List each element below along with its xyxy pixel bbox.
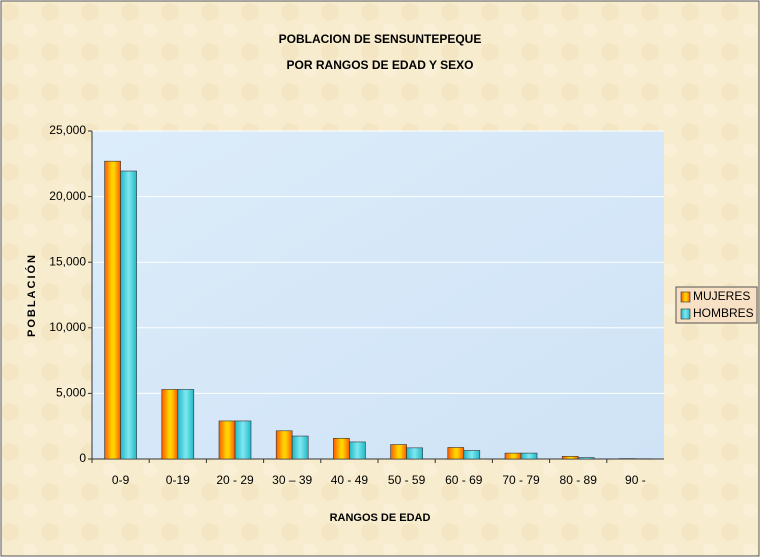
y-tick-label: 15,000	[49, 254, 86, 268]
x-tick-label: 0-9	[112, 473, 130, 487]
y-tick-label: 10,000	[49, 320, 86, 334]
y-tick-label: 20,000	[49, 189, 86, 203]
bar	[406, 447, 423, 460]
x-tick-label: 90 -	[625, 473, 646, 487]
bar	[504, 452, 522, 460]
y-tick-label: 5,000	[56, 386, 86, 400]
bar	[291, 435, 309, 460]
bar	[463, 450, 481, 460]
x-tick-label: 20 - 29	[216, 473, 254, 487]
bar	[349, 441, 366, 460]
x-tick-label: 30 – 39	[272, 473, 312, 487]
bar	[177, 389, 195, 460]
x-tick-label: 50 - 59	[388, 473, 426, 487]
chart-title: POBLACION DE SENSUNTEPEQUE	[279, 32, 482, 46]
bar	[561, 456, 579, 460]
x-tick-label: 70 - 79	[502, 473, 540, 487]
y-axis-title: POBLACIÓN	[25, 253, 38, 337]
x-tick-label: 0-19	[166, 473, 190, 487]
x-tick-label: 40 - 49	[331, 473, 369, 487]
bar	[390, 444, 407, 460]
bar	[104, 160, 121, 460]
bar	[275, 430, 293, 460]
y-tick-label: 0	[79, 451, 86, 465]
chart-subtitle: POR RANGOS DE EDAD Y SEXO	[287, 58, 474, 72]
legend-label: HOMBRES	[693, 306, 754, 320]
legend-label: MUJERES	[693, 289, 750, 303]
bar	[120, 170, 137, 460]
bar	[447, 447, 465, 460]
legend-swatch	[680, 291, 691, 303]
x-tick-label: 80 - 89	[560, 473, 598, 487]
bar	[520, 452, 538, 460]
legend-swatch	[680, 308, 691, 320]
x-axis-title: RANGOS DE EDAD	[330, 512, 431, 524]
bar	[234, 420, 252, 460]
bar	[161, 389, 179, 460]
y-tick-label: 25,000	[49, 123, 86, 137]
x-tick-label: 60 - 69	[445, 473, 483, 487]
bar	[333, 437, 350, 460]
bar	[577, 457, 595, 460]
bar	[218, 420, 236, 460]
